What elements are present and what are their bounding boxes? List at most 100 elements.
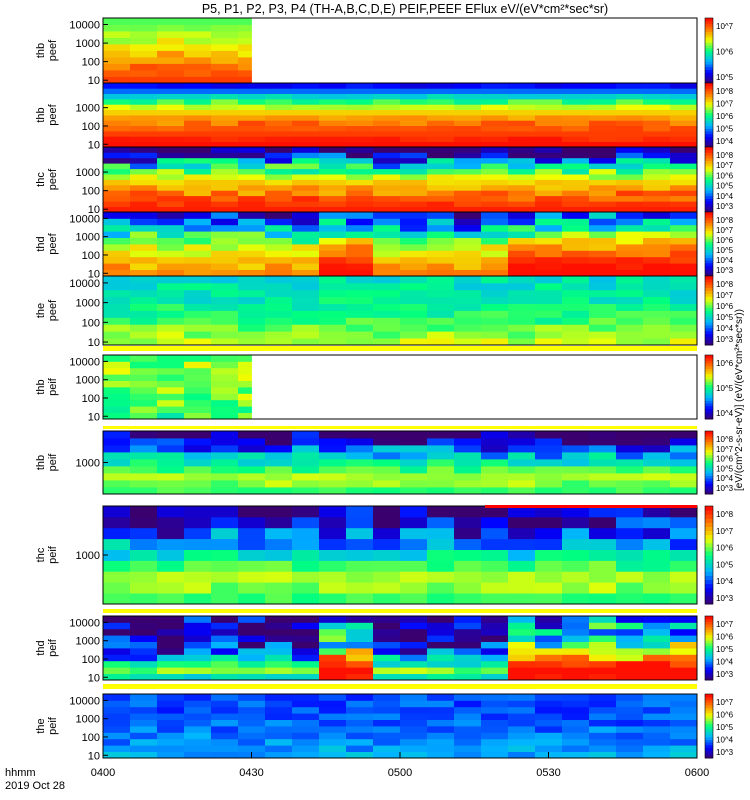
heatmap-cell — [184, 201, 212, 207]
heatmap-cell — [211, 560, 239, 572]
colorbar-step — [705, 591, 713, 597]
heatmap-cell — [643, 738, 671, 746]
heatmap-cell — [508, 93, 536, 100]
heatmap-cell — [562, 593, 590, 605]
heatmap-cell — [103, 445, 131, 453]
heatmap-cell — [238, 387, 252, 394]
heatmap-cell — [238, 224, 266, 232]
heatmap-cell — [292, 206, 320, 213]
heatmap-cell — [373, 527, 401, 540]
colorbar-step — [705, 720, 713, 724]
heatmap-cell — [265, 466, 293, 474]
heatmap-cell — [562, 466, 590, 474]
heatmap-cell — [346, 700, 374, 708]
heatmap-cell — [292, 168, 320, 175]
heatmap-cell — [103, 76, 131, 84]
heatmap-cell — [103, 667, 131, 674]
heatmap-cell — [535, 452, 563, 460]
heatmap-cell — [670, 431, 698, 439]
heatmap-cell — [562, 338, 590, 346]
heatmap-cell — [508, 244, 536, 251]
heatmap-cell — [670, 168, 698, 175]
heatmap-cell — [211, 195, 239, 202]
heatmap-cell — [130, 466, 158, 474]
heatmap-cell — [319, 694, 347, 701]
heatmap-cell — [454, 459, 482, 467]
heatmap-cell — [103, 412, 131, 420]
heatmap-cell — [157, 296, 185, 304]
heatmap-cell — [103, 331, 131, 339]
heatmap-cell — [400, 99, 428, 105]
heatmap-cell — [238, 76, 252, 84]
y-tick-label: 10 — [88, 204, 100, 216]
heatmap-cell — [670, 88, 698, 94]
heatmap-cell — [103, 174, 131, 180]
heatmap-cell — [373, 480, 401, 488]
heatmap-cell — [508, 174, 536, 180]
heatmap-cell — [103, 549, 131, 561]
heatmap-cell — [643, 438, 671, 446]
heatmap-cell — [643, 109, 671, 116]
heatmap-cell — [346, 256, 374, 264]
heatmap-cell — [346, 438, 374, 446]
heatmap-cell — [616, 452, 644, 460]
heatmap-cell — [373, 726, 401, 733]
heatmap-cell — [238, 174, 266, 180]
heatmap-cell — [400, 738, 428, 746]
heatmap-cell — [400, 163, 428, 170]
colorbar-tick-label: 10^7 — [716, 226, 734, 235]
heatmap-cell — [670, 738, 698, 746]
heatmap-cell — [238, 745, 266, 752]
heatmap-cell — [454, 628, 482, 636]
heatmap-cell — [454, 667, 482, 674]
heatmap-cell — [589, 431, 617, 439]
heatmap-cell — [292, 459, 320, 467]
heatmap-cell — [427, 179, 455, 186]
heatmap-cell — [130, 527, 158, 540]
heatmap-cell — [238, 141, 266, 148]
status-flag-bar — [103, 426, 697, 429]
heatmap-cell — [184, 212, 212, 219]
heatmap-cell — [346, 616, 374, 623]
heatmap-cell — [130, 250, 158, 258]
colorbar-step — [705, 324, 713, 329]
colorbar-tick-label: 10^8 — [716, 280, 734, 289]
heatmap-cell — [400, 641, 428, 649]
heatmap-cell — [265, 190, 293, 197]
heatmap-cell — [454, 527, 482, 540]
heatmap-cell — [373, 549, 401, 561]
heatmap-cell — [211, 231, 239, 238]
heatmap-cell — [238, 412, 252, 420]
heatmap-cell — [157, 648, 185, 655]
heatmap-cell — [616, 168, 644, 175]
heatmap-cell — [211, 324, 239, 332]
heatmap-cell — [616, 713, 644, 720]
heatmap-cell — [670, 667, 698, 674]
heatmap-cell — [643, 99, 671, 105]
heatmap-cell — [454, 310, 482, 318]
heatmap-cell — [211, 237, 239, 245]
heatmap-cell — [184, 452, 212, 460]
heatmap-cell — [238, 317, 266, 325]
heatmap-cell — [643, 317, 671, 325]
heatmap-cell — [238, 549, 266, 561]
heatmap-cell — [616, 99, 644, 105]
time-axis: hhmm 2019 Oct 28 0400 0430 0500 0530 0600 — [5, 752, 709, 792]
heatmap-cell — [130, 745, 158, 752]
heatmap-cell — [616, 282, 644, 291]
heatmap-cell — [103, 317, 131, 325]
colorbar-step — [705, 339, 713, 343]
heatmap-cell — [670, 157, 698, 164]
heatmap-cell — [454, 303, 482, 311]
heatmap-cell — [319, 282, 347, 291]
colorbar-step — [705, 69, 713, 73]
heatmap-cell — [481, 296, 509, 304]
heatmap-cell — [454, 289, 482, 298]
heatmap-cell — [184, 393, 212, 401]
heatmap-cell — [562, 195, 590, 202]
colorbar-step — [705, 473, 713, 477]
heatmap-cell — [211, 31, 239, 38]
colorbar-step — [705, 120, 713, 124]
heatmap-cell — [184, 732, 212, 740]
